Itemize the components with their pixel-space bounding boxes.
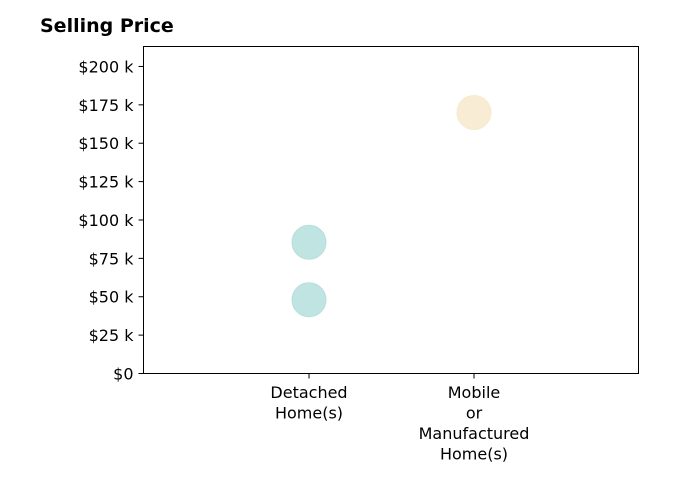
- y-tick-label: $100 k: [78, 211, 134, 230]
- chart-title: Selling Price: [40, 15, 174, 37]
- y-axis: $0 $25 k $50 k $75 k $100 k $125 k $150 k $175 …: [78, 57, 144, 384]
- y-tick-label: $175 k: [78, 96, 134, 115]
- x-tick-label: Mobile or Manufactured Home(s): [419, 383, 530, 464]
- y-tick-label: $200 k: [78, 57, 134, 76]
- y-tick-label: $125 k: [78, 173, 134, 192]
- y-tick-label: $150 k: [78, 134, 134, 153]
- y-tick-label: $75 k: [89, 249, 135, 268]
- y-tick-label: $50 k: [89, 288, 135, 307]
- data-point: [291, 282, 327, 318]
- data-point: [456, 95, 492, 131]
- x-axis: Detached Home(s) Mobile or Manufactured Home(…: [270, 373, 530, 464]
- y-tick-label: $0: [113, 365, 133, 384]
- y-tick-label: $25 k: [89, 326, 135, 345]
- data-points: [291, 95, 492, 318]
- data-point: [291, 224, 327, 260]
- plot-area: [143, 46, 639, 374]
- x-tick-label: Detached Home(s): [270, 383, 347, 423]
